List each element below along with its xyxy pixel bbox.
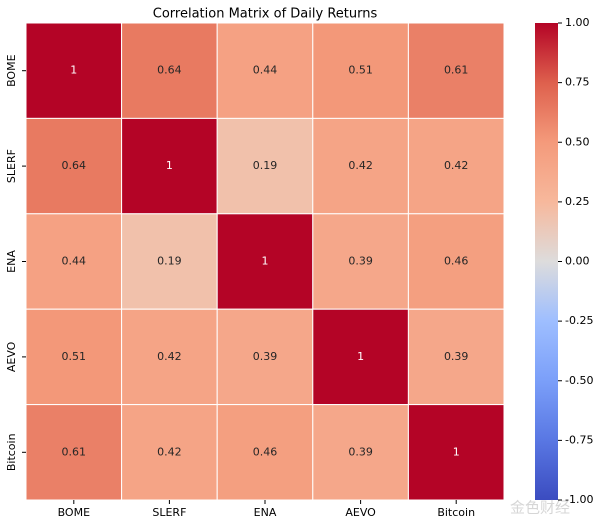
cell-label: 0.51 bbox=[348, 64, 373, 77]
cell-label: 0.39 bbox=[348, 255, 373, 268]
colorbar-tick-label: -0.50 bbox=[565, 374, 593, 387]
cell-label: 0.42 bbox=[444, 159, 469, 172]
cell-label: 0.42 bbox=[157, 350, 182, 363]
heatmap-cell bbox=[121, 22, 218, 119]
cell-label: 1 bbox=[453, 445, 460, 458]
cell-label: 0.46 bbox=[444, 255, 469, 268]
cell-label: 1 bbox=[357, 350, 364, 363]
heatmap-cell bbox=[216, 308, 314, 406]
heatmap-cell bbox=[407, 22, 505, 119]
cell-label: 0.39 bbox=[444, 350, 469, 363]
cell-label: 0.44 bbox=[62, 255, 87, 268]
chart-title: Correlation Matrix of Daily Returns bbox=[153, 7, 378, 22]
y-tick-label: Bitcoin bbox=[5, 433, 18, 471]
colorbar bbox=[535, 23, 558, 500]
cell-label: 1 bbox=[262, 255, 269, 268]
cell-label: 0.61 bbox=[444, 64, 469, 77]
colorbar-tick-label: 1.00 bbox=[565, 16, 590, 29]
cell-label: 0.19 bbox=[253, 159, 278, 172]
cell-label: 0.64 bbox=[157, 64, 182, 77]
heatmap-cell bbox=[407, 308, 505, 406]
cell-label: 0.46 bbox=[253, 445, 278, 458]
x-tick-label: BOME bbox=[58, 506, 91, 519]
colorbar-tick-label: -1.00 bbox=[565, 493, 593, 506]
cell-label: 0.51 bbox=[62, 350, 87, 363]
heatmap-cell bbox=[312, 22, 409, 119]
heatmap-cell bbox=[25, 22, 123, 119]
colorbar-tick-label: 0.00 bbox=[565, 255, 590, 268]
y-tick-label: ENA bbox=[5, 250, 18, 273]
cell-label: 0.39 bbox=[348, 445, 373, 458]
y-tick-label: BOME bbox=[5, 54, 18, 87]
cell-label: 1 bbox=[166, 159, 173, 172]
heatmap-cell bbox=[312, 308, 409, 406]
heatmap-cell bbox=[121, 213, 218, 310]
cell-label: 1 bbox=[70, 64, 77, 77]
cell-label: 0.19 bbox=[157, 255, 182, 268]
heatmap-cell bbox=[407, 213, 505, 310]
heatmap-cell bbox=[121, 308, 218, 406]
colorbar-tick-label: -0.25 bbox=[565, 314, 593, 327]
watermark: 金色财经 bbox=[510, 499, 570, 517]
cell-label: 0.61 bbox=[62, 445, 87, 458]
heatmap-cell bbox=[25, 117, 123, 215]
heatmap-cell bbox=[407, 117, 505, 215]
colorbar-tick-label: 0.25 bbox=[565, 195, 590, 208]
heatmap-cell bbox=[216, 213, 314, 310]
x-tick-label: SLERF bbox=[152, 506, 186, 519]
heatmap-cell bbox=[25, 404, 123, 501]
x-tick-label: ENA bbox=[254, 506, 277, 519]
heatmap-cell bbox=[216, 22, 314, 119]
x-tick-label: Bitcoin bbox=[437, 506, 475, 519]
cell-label: 0.44 bbox=[253, 64, 278, 77]
y-tick-label: AEVO bbox=[5, 341, 18, 372]
x-tick-label: AEVO bbox=[345, 506, 376, 519]
colorbar-tick-label: -0.75 bbox=[565, 433, 593, 446]
colorbar-tick-label: 0.75 bbox=[565, 76, 590, 89]
heatmap-cell bbox=[312, 213, 409, 310]
y-tick-label: SLERF bbox=[5, 149, 18, 183]
heatmap-cell bbox=[216, 117, 314, 215]
heatmap-cell bbox=[407, 404, 505, 501]
heatmap-cell bbox=[216, 404, 314, 501]
cell-label: 0.64 bbox=[62, 159, 87, 172]
cell-label: 0.39 bbox=[253, 350, 278, 363]
colorbar-tick-label: 0.50 bbox=[565, 135, 590, 148]
cell-label: 0.42 bbox=[348, 159, 373, 172]
heatmap-cell bbox=[121, 404, 218, 501]
cell-label: 0.42 bbox=[157, 445, 182, 458]
